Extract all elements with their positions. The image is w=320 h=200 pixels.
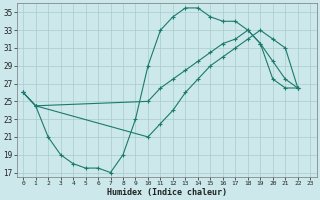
X-axis label: Humidex (Indice chaleur): Humidex (Indice chaleur) [107,188,227,197]
